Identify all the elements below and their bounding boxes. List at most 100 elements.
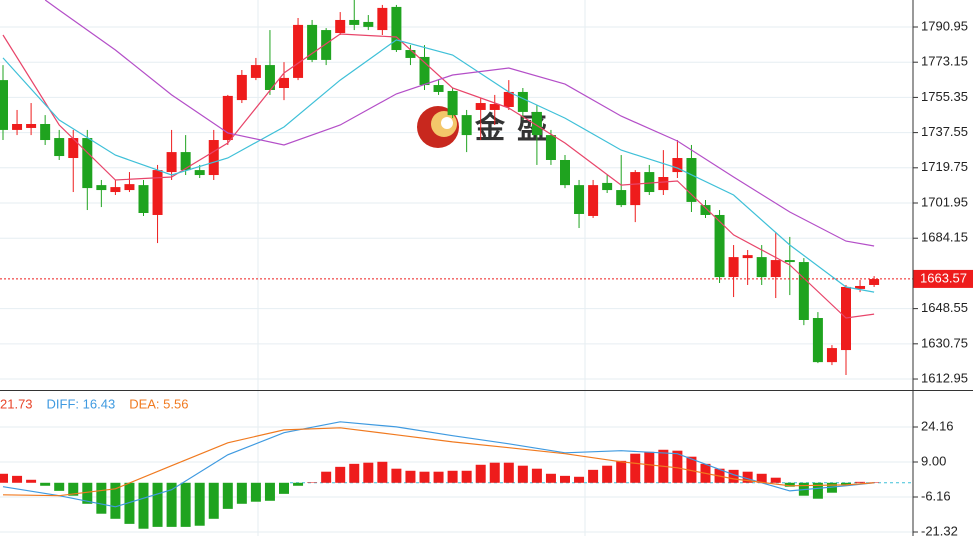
current-price-label: 1663.57	[920, 270, 967, 285]
macd-bar	[138, 482, 149, 529]
macd-bar	[250, 482, 261, 502]
macd-bar	[756, 473, 767, 483]
macd-bar	[82, 482, 93, 504]
candle-body	[138, 185, 149, 213]
y-tick-label: 1630.75	[921, 335, 968, 350]
macd-bar	[475, 464, 486, 483]
macd-bar	[742, 471, 753, 483]
candle-body	[363, 21, 374, 27]
macd-bar	[433, 471, 444, 483]
y-tick-label: 1755.35	[921, 89, 968, 104]
candle-body	[279, 77, 289, 89]
candle-body	[756, 257, 767, 278]
candle-body	[503, 91, 514, 107]
macd-bar	[363, 462, 374, 483]
macd-bar	[96, 482, 107, 514]
candle-body	[869, 279, 880, 285]
macd-bar	[574, 476, 585, 483]
macd-line	[2, 421, 875, 508]
macd-bar	[321, 471, 332, 483]
macd-bar	[588, 469, 599, 483]
candle-body	[728, 257, 739, 278]
ma-line	[44, 0, 875, 247]
y-tick-label: -21.32	[921, 523, 958, 536]
candle-body	[307, 24, 318, 60]
candle-body	[630, 172, 641, 206]
candle-body	[377, 7, 388, 31]
candle-body	[784, 260, 795, 263]
ma-line	[2, 39, 875, 293]
candle-body	[12, 124, 23, 130]
candle-body	[433, 85, 444, 92]
macd-bar	[194, 482, 205, 526]
macd-bar	[377, 461, 388, 483]
candle-body	[826, 348, 837, 363]
macd-bar	[349, 463, 360, 483]
macd-bar	[672, 450, 683, 483]
macd-bar	[728, 469, 739, 483]
macd-bar	[208, 482, 219, 519]
macd-bar	[68, 482, 79, 496]
macd-bar	[293, 482, 304, 486]
macd-bar	[531, 468, 542, 483]
macd-bar	[616, 460, 627, 483]
candle-body	[855, 285, 866, 289]
macd-bar	[602, 465, 613, 483]
candle-body	[180, 152, 191, 171]
candle-body	[560, 159, 570, 186]
macd-bar	[686, 456, 697, 483]
macd-bar	[869, 482, 880, 483]
macd-panel	[0, 421, 913, 533]
candle-body	[82, 138, 93, 189]
candle-body	[602, 182, 613, 191]
candle-body	[798, 262, 809, 320]
candle-body	[152, 170, 163, 215]
candle-body	[321, 30, 332, 60]
candle-body	[672, 158, 683, 173]
y-tick-label: 9.00	[921, 453, 946, 468]
macd-bar	[630, 453, 641, 483]
macd-bar	[784, 482, 795, 487]
candle-body	[0, 80, 8, 130]
macd-bar	[644, 451, 655, 483]
macd-bar	[279, 482, 289, 494]
candle-body	[264, 65, 275, 90]
macd-bar	[307, 482, 318, 483]
macd-bar	[545, 473, 556, 483]
legend-entry: DIFF: 16.43	[47, 396, 116, 411]
candle-body	[812, 318, 823, 363]
macd-bar	[419, 471, 430, 483]
macd-bar	[54, 482, 65, 491]
legend-entry: DEA: 5.56	[129, 396, 188, 411]
macd-bar	[391, 468, 402, 483]
candle-body	[405, 50, 416, 58]
macd-bar	[770, 477, 781, 483]
macd-bar	[560, 475, 570, 483]
candle-body	[616, 190, 627, 206]
logo	[441, 117, 453, 129]
candle-body	[222, 95, 233, 141]
y-tick-label: 1684.15	[921, 230, 968, 245]
macd-bar	[222, 482, 233, 509]
y-tick-label: 1719.75	[921, 159, 968, 174]
y-tick-label: 24.16	[921, 418, 954, 433]
y-tick-label: 1701.95	[921, 194, 968, 209]
candle-body	[349, 19, 360, 25]
candle-body	[517, 91, 528, 112]
macd-bar	[405, 470, 416, 483]
y-tick-label: 1790.95	[921, 18, 968, 33]
candle-body	[742, 255, 753, 259]
candle-body	[166, 152, 177, 173]
candle-body	[545, 135, 556, 160]
candle-body	[110, 187, 121, 193]
candle-body	[293, 24, 304, 78]
candle-body	[770, 260, 781, 278]
macd-bar	[335, 466, 346, 483]
macd-bar	[826, 482, 837, 493]
candle-body	[686, 158, 697, 202]
macd-bar	[461, 470, 472, 483]
macd-bar	[166, 482, 177, 527]
y-tick-label: -6.16	[921, 488, 951, 503]
candle-body	[419, 56, 430, 86]
price-panel: 金盛	[0, 0, 913, 380]
